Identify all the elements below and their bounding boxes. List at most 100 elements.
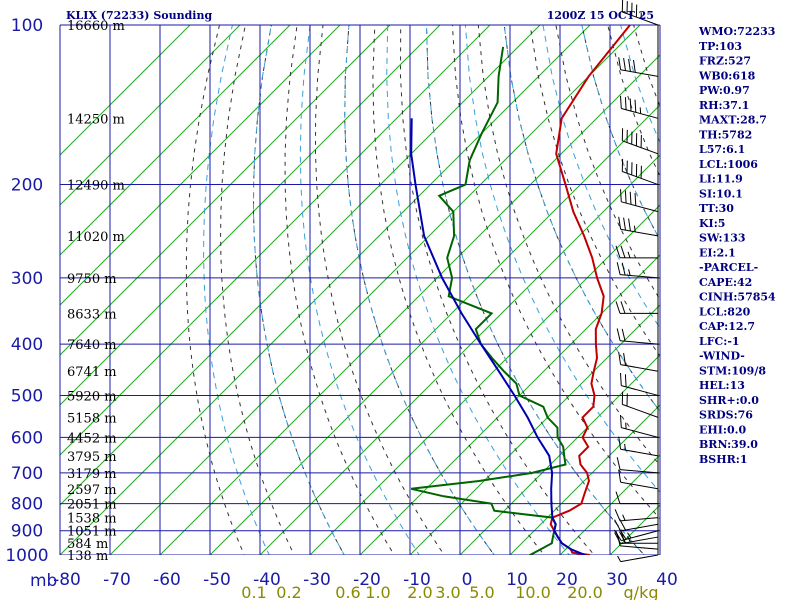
mixing-ratio-label: 5.0 [469, 583, 494, 600]
isotherm-line [209, 104, 660, 555]
index-item: STM:109/8 [699, 364, 766, 377]
valid-time: 1200Z 15 OCT 25 [547, 9, 654, 22]
wind-barb [616, 262, 659, 279]
isotherm-line [159, 54, 660, 555]
mixing-ratio-label: 20.0 [567, 583, 603, 600]
wind-barb [620, 189, 659, 213]
index-item: SRDS:76 [699, 409, 753, 422]
height-label: 5158 m [67, 411, 117, 426]
isotherm-line [509, 404, 660, 555]
height-label: 8633 m [67, 307, 117, 322]
wind-barbs [613, 0, 659, 563]
index-item: CAPE:42 [699, 276, 752, 289]
index-item: TH:5782 [699, 128, 752, 141]
height-label: 2597 m [67, 483, 117, 498]
parcel-trace [410, 118, 587, 555]
isotherm-line [60, 25, 391, 356]
index-item: LCL:820 [699, 305, 751, 318]
temperature-tick-label: -70 [103, 570, 131, 590]
height-label: 4452 m [67, 431, 117, 446]
index-item: MAXT:28.7 [699, 114, 767, 127]
temperature-tick-label: 30 [606, 570, 628, 590]
mixing-ratio-label: 10.0 [515, 583, 551, 600]
height-label: 12490 m [67, 179, 125, 194]
pressure-tick-label: 900 [11, 522, 43, 542]
height-label: 5920 m [67, 390, 117, 405]
moist-adiabat-line [203, 25, 270, 555]
temperature-tick-label: -10 [403, 570, 431, 590]
temperature-tick-label: -60 [153, 570, 181, 590]
index-item: EHI:0.0 [699, 423, 746, 436]
mixing-ratio-label: 0.2 [276, 583, 301, 600]
wind-barb [616, 457, 659, 474]
index-item: FRZ:527 [699, 55, 751, 68]
moist-adiabat-line [344, 25, 495, 555]
height-label: 11020 m [67, 230, 125, 245]
station-title: KLIX (72233) Sounding [66, 9, 212, 22]
pressure-tick-label: 600 [11, 428, 43, 448]
wind-barb [615, 491, 659, 505]
moist-adiabat-line [776, 25, 800, 566]
wind-barb [617, 554, 659, 563]
wind-barb [621, 128, 659, 155]
mixing-ratio-label: 3.0 [435, 583, 460, 600]
dry-adiabat-line [185, 25, 245, 555]
sounding-traces [410, 25, 631, 555]
pressure-tick-label: 100 [11, 16, 43, 36]
index-item: SHR+:0.0 [699, 394, 759, 407]
wind-barb [618, 352, 659, 372]
wind-barb [621, 0, 659, 26]
height-label: 14250 m [67, 112, 125, 127]
height-labels: 16660 m 14250 m 12490 m 11020 m 9750 m 8633 m… [67, 19, 125, 564]
index-item: LCL:1006 [699, 158, 758, 171]
wind-barb [620, 372, 659, 396]
isotherm-line [60, 25, 341, 306]
dry-adiabat-line [284, 25, 395, 555]
height-label: 1538 m [67, 512, 117, 527]
wind-barb [620, 414, 659, 438]
index-item: RH:37.1 [699, 99, 749, 112]
index-item: PW:0.97 [699, 84, 750, 97]
index-item: BSHR:1 [699, 453, 748, 466]
wind-barb [614, 509, 659, 522]
temperature-tick-label: 20 [556, 570, 578, 590]
isotherm-line [559, 454, 660, 555]
index-item: TT:30 [699, 202, 734, 215]
dry-adiabat-line [399, 25, 595, 555]
height-label: 584 m [67, 537, 108, 552]
index-item: KI:5 [699, 217, 725, 230]
temperature-tick-label: -80 [53, 570, 81, 590]
wind-barb [616, 328, 659, 345]
index-item: EI:2.1 [699, 246, 736, 259]
wind-barb [615, 245, 659, 259]
temperature-trace [549, 25, 631, 555]
wind-barb [615, 301, 659, 314]
mb-axis-unit: mb [30, 571, 57, 591]
height-label: 2051 m [67, 498, 117, 513]
height-label: 6741 m [67, 365, 117, 380]
height-label: 16660 m [67, 19, 125, 34]
wind-barb [616, 533, 659, 550]
height-label: 3179 m [67, 467, 117, 482]
isotherm-line [60, 25, 241, 206]
moist-adiabat-line [386, 25, 570, 555]
isotherm-line [60, 25, 491, 456]
pressure-tick-label: 1000 [5, 546, 48, 566]
pressure-tick-label: 300 [11, 269, 43, 289]
wind-barb [618, 57, 659, 77]
index-item: HEL:13 [699, 379, 745, 392]
index-item: L57:6.1 [699, 143, 745, 156]
height-label: 9750 m [67, 272, 117, 287]
wind-barb [621, 158, 659, 186]
isotherm-line [60, 25, 191, 156]
height-label: 7640 m [67, 338, 117, 353]
height-label: 1051 m [67, 525, 117, 540]
pressure-tick-label: 400 [11, 335, 43, 355]
isotherm-line [60, 25, 591, 555]
isotherm-line [60, 25, 441, 406]
wind-barb [618, 436, 659, 457]
isotherm-line [60, 25, 541, 506]
